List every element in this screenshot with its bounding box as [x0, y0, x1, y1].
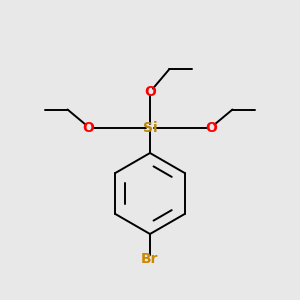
- Text: O: O: [82, 121, 94, 134]
- Text: Br: Br: [141, 252, 159, 266]
- Text: O: O: [144, 85, 156, 98]
- Text: Si: Si: [143, 121, 157, 134]
- Text: O: O: [206, 121, 218, 134]
